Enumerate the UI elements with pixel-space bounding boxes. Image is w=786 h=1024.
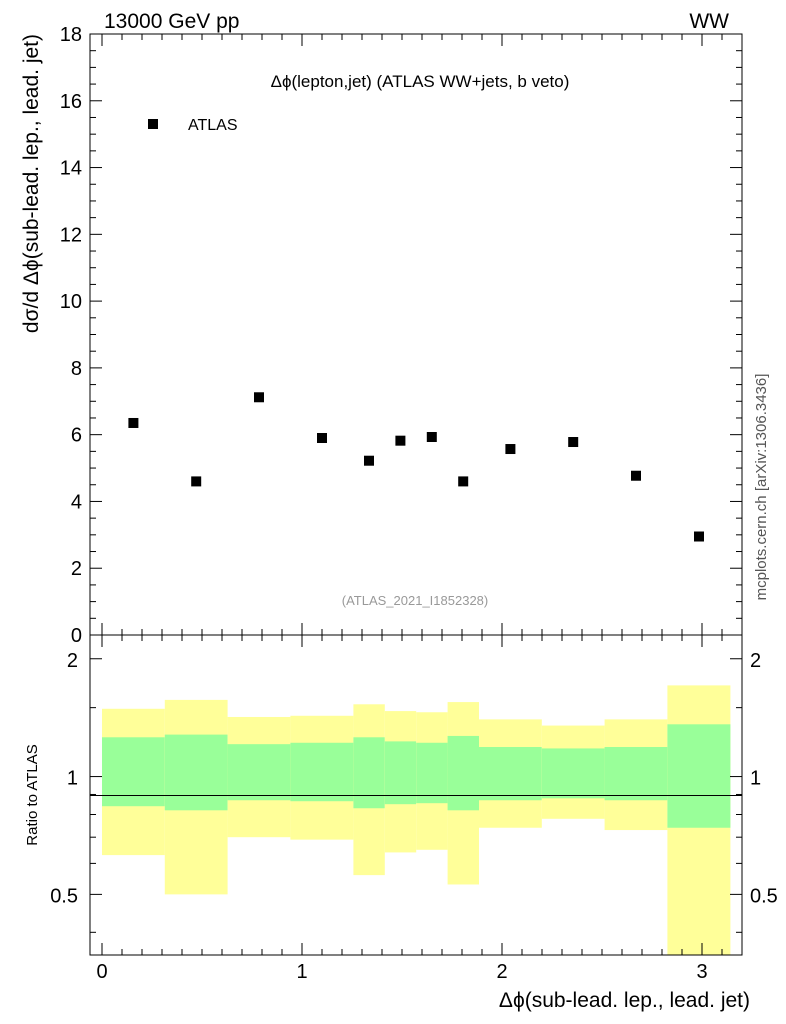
ratio-y-axis-label: Ratio to ATLAS <box>24 744 41 845</box>
ratio-inner-band <box>416 742 448 804</box>
atlas-data-point <box>458 476 469 487</box>
main-y-tick-label: 6 <box>71 425 82 447</box>
ratio-inner-band <box>353 737 385 809</box>
main-y-tick-label: 16 <box>60 91 82 113</box>
main-y-axis-label: dσ/d Δϕ(sub-lead. lep., lead. jet) <box>20 34 43 333</box>
atlas-data-point <box>426 432 437 443</box>
ratio-y-tick-label-right: 2 <box>750 650 761 672</box>
main-y-tick-label: 4 <box>71 491 82 513</box>
atlas-data-point <box>505 444 516 455</box>
atlas-data-point <box>317 433 327 444</box>
header-process-label: WW <box>689 10 729 33</box>
analysis-watermark: (ATLAS_2021_I1852328) <box>342 593 488 608</box>
ratio-inner-band <box>102 737 165 807</box>
atlas-data-point <box>395 435 406 446</box>
ratio-inner-band <box>604 747 668 801</box>
main-y-tick-label: 0 <box>71 625 82 647</box>
ratio-y-tick-label-right: 0.5 <box>750 885 778 907</box>
atlas-data-point <box>191 476 202 487</box>
x-tick-label: 2 <box>496 961 507 983</box>
atlas-data-point <box>364 455 374 466</box>
ratio-axis-ticks: 0.5 0.5 1 1 2 2 0 1 2 3 <box>50 635 778 983</box>
main-y-tick-label: 14 <box>60 158 82 180</box>
ratio-y-tick-label: 1 <box>67 768 78 790</box>
atlas-data-point <box>631 470 641 481</box>
x-tick-label: 0 <box>96 961 107 983</box>
ratio-inner-band <box>164 734 228 811</box>
ratio-inner-band <box>384 741 417 805</box>
main-y-tick-label: 8 <box>71 358 82 380</box>
ratio-inner-band <box>227 744 291 801</box>
mcplots-side-label: mcplots.cern.ch [arXiv:1306.3436] <box>753 374 770 601</box>
main-y-tick-label: 10 <box>60 291 82 313</box>
main-y-tick-label: 2 <box>71 558 82 580</box>
atlas-data-point <box>694 531 704 542</box>
x-axis-label: Δϕ(sub-lead. lep., lead. jet) <box>499 989 750 1012</box>
x-tick-label: 3 <box>696 961 707 983</box>
ratio-plot-frame <box>89 634 743 956</box>
ratio-inner-band <box>667 724 731 828</box>
legend-label-atlas: ATLAS <box>188 117 238 134</box>
ratio-inner-band <box>479 747 542 801</box>
ratio-y-tick-label: 2 <box>67 650 78 672</box>
legend-marker-atlas <box>148 119 158 129</box>
header-energy-label: 13000 GeV pp <box>104 10 239 33</box>
main-y-axis-ticks: 0 2 4 6 8 10 12 14 16 18 <box>60 24 742 647</box>
main-y-tick-label: 12 <box>60 224 82 246</box>
atlas-data-point <box>568 437 579 448</box>
ratio-inner-band <box>290 742 354 802</box>
ratio-inner-band <box>447 735 479 811</box>
ratio-y-tick-label: 0.5 <box>50 885 78 907</box>
main-y-tick-label: 18 <box>60 24 82 46</box>
ratio-inner-band <box>541 748 605 799</box>
atlas-data-point <box>254 392 264 403</box>
x-tick-label: 1 <box>296 961 307 983</box>
atlas-data-point <box>128 417 139 428</box>
ratio-y-tick-label-right: 1 <box>750 768 761 790</box>
main-plot-title: Δϕ(lepton,jet) (ATLAS WW+jets, b veto) <box>271 72 570 91</box>
atlas-data-points <box>128 392 704 542</box>
ratio-uncertainty-bands <box>102 685 731 955</box>
